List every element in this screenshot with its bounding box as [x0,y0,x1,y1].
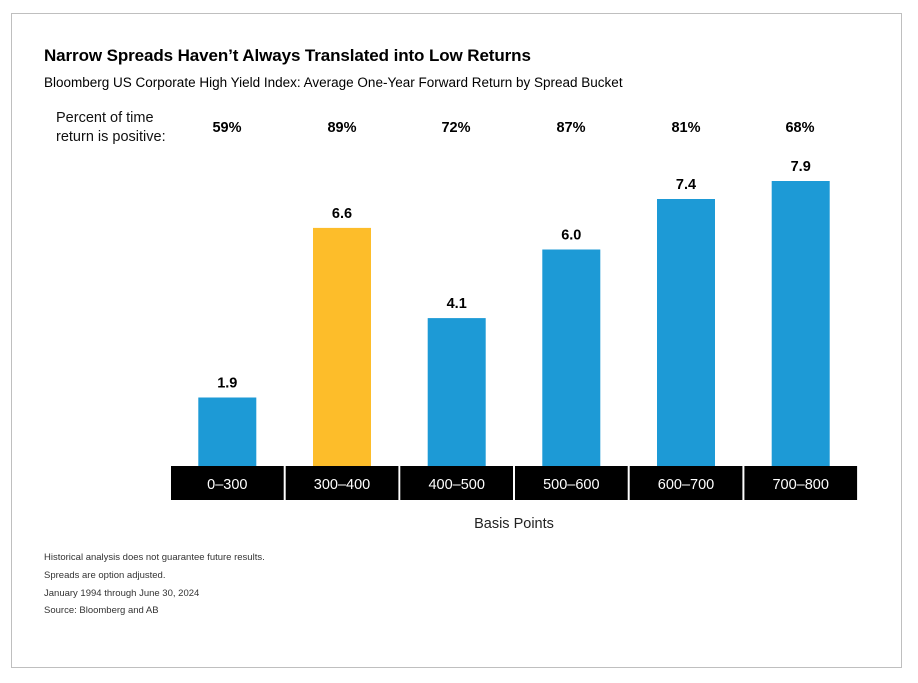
percent-positive-5: 68% [785,120,815,136]
category-band-0 [171,466,284,500]
x-tick-label-1: 300–400 [314,477,370,493]
x-tick-label-0: 0–300 [207,477,247,493]
x-tick-label-5: 700–800 [772,477,828,493]
note-option-adjusted: Spreads are option adjusted. [44,570,166,581]
category-band-4 [629,466,743,500]
x-tick-label-4: 600–700 [658,477,714,493]
bar-0 [198,397,257,466]
bar-5 [771,181,830,466]
category-band-3 [515,466,628,500]
x-axis-label: Basis Points [474,516,554,532]
bar-value-label-3: 6.0 [561,228,581,244]
percent-positive-label: Percent of time return is positive: [56,109,166,147]
bar-value-label-5: 7.9 [791,159,811,175]
note-date-range: January 1994 through June 30, 2024 [44,588,200,599]
percent-positive-1: 89% [327,120,357,136]
bar-2 [427,318,486,466]
percent-positive-0: 59% [212,120,242,136]
percent-positive-2: 72% [441,120,471,136]
bar-value-label-0: 1.9 [217,376,237,392]
note-source: Source: Bloomberg and AB [44,605,159,616]
category-band-2 [400,466,513,500]
x-tick-label-3: 500–600 [543,477,599,493]
bar-1 [313,227,371,466]
bar-value-label-2: 4.1 [447,296,467,312]
percent-positive-3: 87% [556,120,586,136]
percent-positive-4: 81% [671,120,701,136]
category-band-5 [744,466,858,500]
bar-3 [542,249,601,466]
note-disclaimer: Historical analysis does not guarantee f… [44,552,265,563]
bar-value-label-1: 6.6 [332,206,352,222]
chart-title: Narrow Spreads Haven’t Always Translated… [44,46,531,65]
chart-subtitle: Bloomberg US Corporate High Yield Index:… [44,75,623,90]
percent-positive-label-line2: return is positive: [56,129,166,145]
percent-positive-label-line1: Percent of time [56,110,154,126]
bar-value-label-4: 7.4 [676,177,696,193]
bar-4 [657,199,715,466]
x-tick-label-2: 400–500 [428,477,484,493]
category-band-1 [285,466,399,500]
